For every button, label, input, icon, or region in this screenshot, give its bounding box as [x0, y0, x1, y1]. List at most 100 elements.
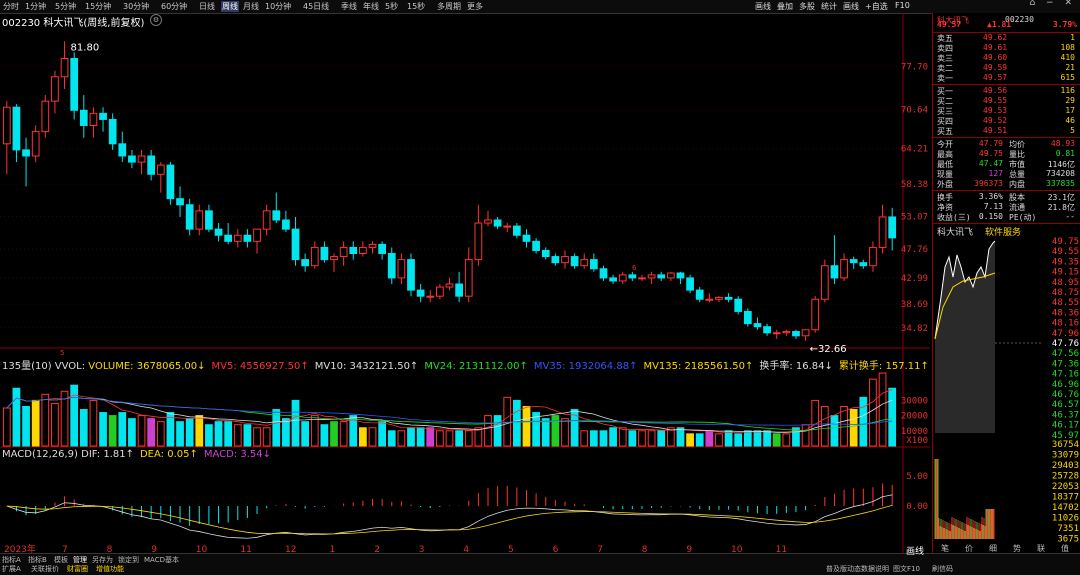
footer-tab-2[interactable]: 模板 [54, 556, 68, 564]
footer-tab-1[interactable]: 指标B [28, 556, 47, 564]
candle-body [609, 277, 617, 282]
toolbar-right-item-2[interactable]: 多股 [799, 2, 815, 11]
volume-bar [638, 430, 646, 447]
volume-bar [291, 399, 300, 447]
stat-label: 净资 [937, 203, 953, 212]
ask-label: 卖二 [937, 64, 953, 73]
volume-bar [416, 427, 425, 447]
period-tab-12[interactable]: 年线 [363, 2, 379, 11]
mini-vol-label: 22053 [1052, 482, 1079, 492]
kline-chart[interactable]: 77.70 70.64 64.21 58.38 53.07 47.76 42.99 38.69… [0, 0, 930, 560]
footer-tab-4[interactable]: 另存为 [92, 556, 113, 564]
candle-body [715, 296, 723, 300]
period-tab-2[interactable]: 5分钟 [55, 2, 77, 11]
macd-tick-label: 5.00 [906, 472, 928, 482]
ask-row-4: 卖一 49.57 615 [935, 73, 1079, 83]
period-tab-8[interactable]: 月线 [243, 2, 259, 11]
footer-tab2-3[interactable]: 增值功能 [96, 565, 124, 573]
period-tab-6[interactable]: 日线 [199, 2, 215, 11]
volume-bar [869, 378, 877, 447]
candle-body [743, 310, 752, 325]
volume-unit-label: X100 [906, 436, 928, 446]
period-tab-5[interactable]: 60分钟 [161, 2, 188, 11]
period-tab-4[interactable]: 30分钟 [123, 2, 150, 11]
macd-indicator-dea: DEA: 0.05↑ [139, 449, 198, 460]
window-controls-icon[interactable]: ⌂ − ✕ [1029, 0, 1076, 8]
footer-right-2[interactable]: 刷信码 [932, 565, 953, 573]
footer-tab-5[interactable]: 锁定到 [118, 556, 139, 564]
volume-bar [734, 433, 743, 447]
candle-body [70, 57, 79, 111]
volume-ma-line [6, 389, 893, 434]
footer-tab-6[interactable]: MACD基本 [144, 556, 179, 564]
quote-header: 科大讯飞 002230 [935, 15, 1079, 25]
volume-bar [705, 430, 714, 447]
mini-price-label: 48.36 [1052, 308, 1079, 318]
mini-price-label: 47.56 [1052, 349, 1079, 359]
volume-bar [128, 418, 136, 447]
mini-tab-4[interactable]: 联 [1037, 544, 1045, 553]
date-axis-label: 8 [642, 545, 648, 555]
footer-tab-3[interactable]: 管理 [73, 556, 87, 564]
volume-bar [156, 421, 165, 447]
volume-bar [618, 427, 627, 447]
period-tab-0[interactable]: 分时 [3, 2, 19, 11]
period-tab-15[interactable]: 多周期 [437, 2, 461, 11]
volume-bar [195, 415, 204, 447]
volume-bar [859, 396, 868, 447]
footer-tab2-2[interactable]: 财富圈 [67, 565, 88, 573]
candle-body [128, 155, 136, 163]
period-tab-13[interactable]: 5秒 [385, 2, 399, 11]
mini-tab-3[interactable]: 势 [1013, 544, 1021, 553]
candle-body [666, 272, 675, 279]
mini-tab-2[interactable]: 细 [989, 544, 997, 553]
settings-gear-icon[interactable]: ⚙ [150, 14, 162, 26]
bid-price: 49.55 [983, 96, 1008, 105]
toolbar-right-item-3[interactable]: 统计 [821, 2, 837, 11]
toolbar-right-item-4[interactable]: 画线 [843, 2, 859, 11]
period-tab-9[interactable]: 10分钟 [265, 2, 292, 11]
quote-panel: 科大讯飞 002230 49.57 ▲1.81 3.79% 卖五 49.62 1 卖四 49.61… [932, 13, 1080, 553]
volume-indicator-mv24: MV24: 2131112.00↑ [424, 361, 528, 372]
candle-body [339, 246, 348, 258]
period-tab-11[interactable]: 季线 [341, 2, 357, 11]
cursor-mode-label[interactable]: 画线 [906, 547, 925, 557]
period-tab-10[interactable]: 45日线 [303, 2, 330, 11]
toolbar-right-item-5[interactable]: +自选 [865, 2, 888, 11]
ask-row-1: 卖四 49.61 108 [935, 43, 1079, 53]
macd-indicator-macd: MACD: 3.54↓ [203, 449, 272, 460]
footer-tab2-0[interactable]: 扩展A [2, 565, 21, 573]
footer-tab-0[interactable]: 指标A [2, 556, 21, 564]
volume-bar [31, 399, 40, 447]
footer-right-0[interactable]: 普及版动态数据说明 [826, 565, 889, 573]
volume-bar [137, 415, 146, 447]
volume-extra-0: 换手率: 16.84↓ [759, 361, 833, 372]
volume-bar [253, 427, 261, 447]
toolbar-right-item-0[interactable]: 画线 [755, 2, 771, 11]
period-tab-14[interactable]: 15秒 [407, 2, 426, 11]
toolbar-right-item-6[interactable]: F10 [895, 1, 910, 10]
mini-price-label: 49.55 [1052, 247, 1079, 257]
volume-tick-label: 10000 [901, 427, 928, 437]
ask-price: 49.57 [983, 73, 1008, 82]
kline-x-label: 5 [60, 349, 64, 357]
candle-body [888, 216, 897, 239]
mini-price-label: 46.17 [1052, 421, 1079, 431]
footer-right-1[interactable]: 图文F10 [893, 565, 920, 573]
volume-bar [301, 421, 310, 447]
mini-tab-5[interactable]: 值 [1061, 544, 1069, 553]
mini-tab-0[interactable]: 笔 [941, 544, 949, 553]
period-tab-7[interactable]: 周线 [221, 1, 239, 12]
period-tab-3[interactable]: 15分钟 [85, 2, 112, 11]
period-tab-16[interactable]: 更多 [467, 2, 483, 11]
footer-tab2-1[interactable]: 关联报价 [31, 565, 59, 573]
stat-label: 总量 [1009, 170, 1025, 179]
volume-indicator-mv10: MV10: 3432121.50↑ [314, 361, 419, 372]
bid-row-1: 买二 49.55 29 [935, 96, 1079, 106]
volume-bar [99, 412, 107, 447]
period-tab-1[interactable]: 1分钟 [25, 2, 47, 11]
candle-body [12, 106, 21, 151]
stat-row-3: 现量 127 总量 734208 [935, 169, 1079, 179]
mini-tab-1[interactable]: 价 [965, 544, 973, 553]
toolbar-right-item-1[interactable]: 叠加 [777, 2, 793, 11]
